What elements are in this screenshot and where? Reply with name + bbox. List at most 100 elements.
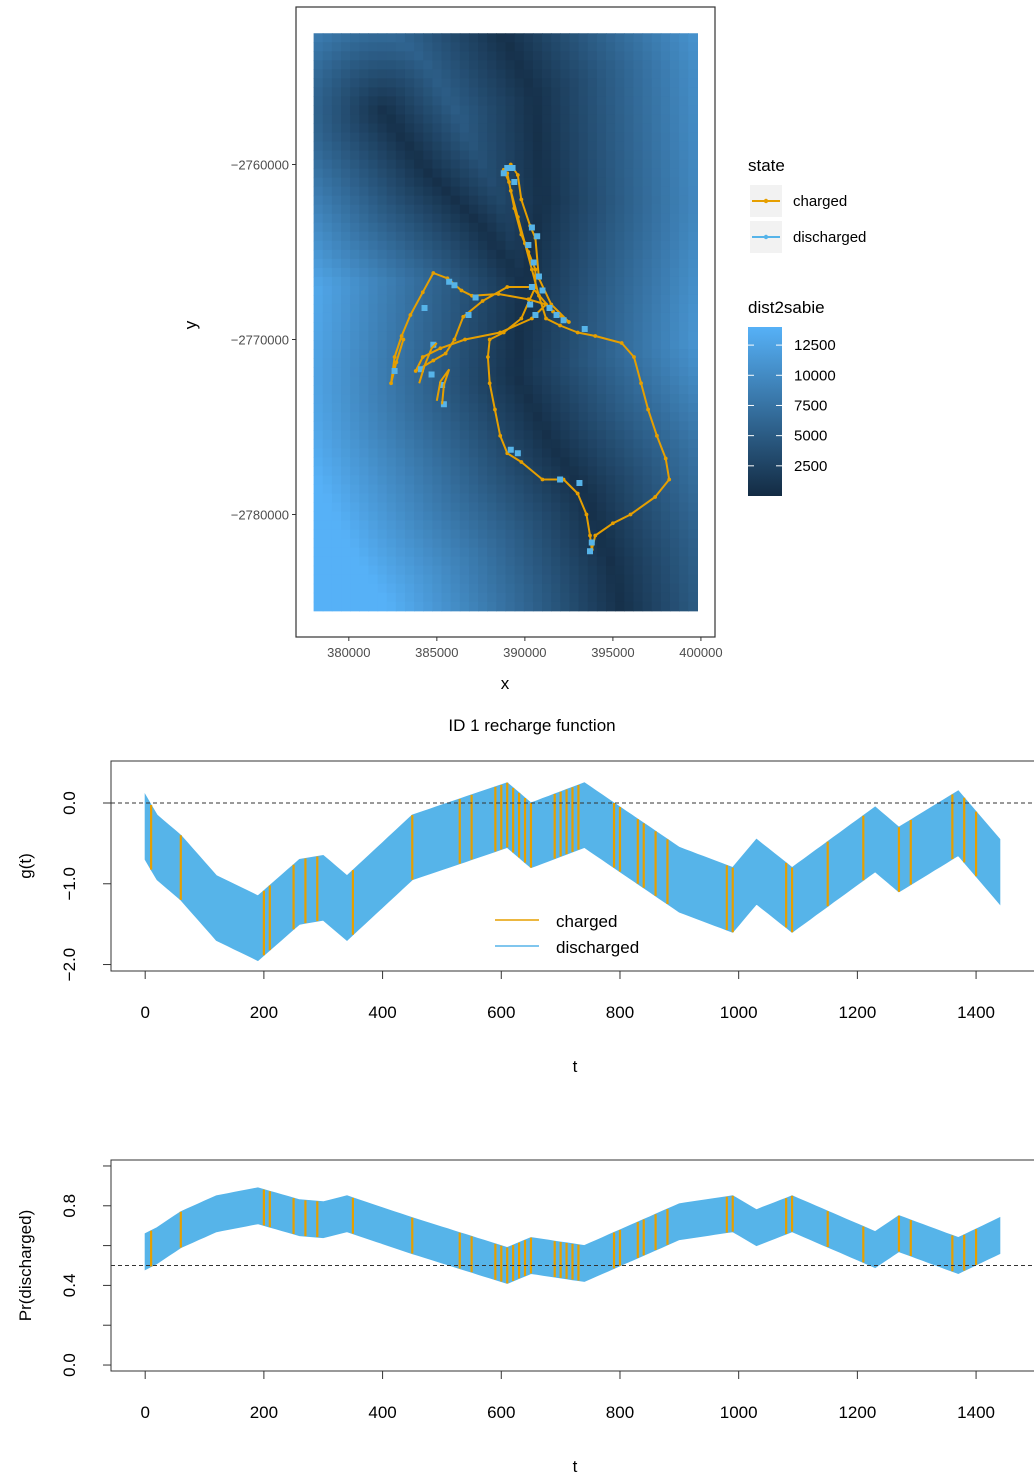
- raster-cell: [322, 340, 333, 350]
- raster-cell: [404, 213, 415, 224]
- raster-cell: [542, 601, 552, 612]
- raster-cell: [606, 322, 616, 332]
- raster-cell: [459, 285, 470, 296]
- raster-cell: [432, 249, 443, 260]
- raster-cell: [450, 493, 461, 504]
- raster-cell: [423, 123, 433, 134]
- raster-cell: [578, 385, 589, 395]
- raster-cell: [642, 132, 653, 143]
- raster-cell: [551, 583, 561, 594]
- raster-cell: [532, 457, 543, 467]
- raster-cell: [450, 204, 461, 215]
- raster-cell: [487, 123, 497, 134]
- raster-cell: [532, 574, 543, 585]
- raster-cell: [587, 448, 598, 458]
- track-point-charged: [487, 381, 492, 386]
- raster-cell: [341, 322, 351, 332]
- raster-cell: [468, 592, 479, 603]
- raster-cell: [569, 69, 580, 79]
- raster-cell: [606, 484, 616, 495]
- raster-cell: [660, 33, 671, 43]
- raster-cell: [468, 421, 479, 431]
- raster-cell: [560, 114, 571, 125]
- raster-cell: [606, 96, 616, 107]
- raster-cell: [496, 141, 507, 152]
- raster-cell: [386, 249, 397, 260]
- raster-cell: [386, 60, 397, 70]
- raster-cell: [496, 385, 507, 395]
- raster-cell: [404, 267, 415, 278]
- raster-cell: [505, 574, 516, 585]
- raster-cell: [368, 258, 379, 269]
- raster-cell: [505, 340, 516, 350]
- raster-cell: [679, 502, 689, 513]
- raster-cell: [606, 258, 616, 269]
- raster-cell: [551, 529, 561, 540]
- raster-cell: [578, 33, 589, 43]
- raster-cell: [478, 484, 488, 495]
- track-point-discharged: [465, 312, 472, 318]
- raster-cell: [350, 294, 360, 305]
- raster-cell: [322, 141, 333, 152]
- raster-cell: [624, 529, 635, 540]
- raster-cell: [359, 520, 370, 531]
- raster-cell: [615, 204, 625, 215]
- raster-cell: [450, 285, 461, 296]
- raster-cell: [313, 114, 324, 125]
- x-tick-label: 1400: [957, 1003, 995, 1022]
- raster-cell: [432, 303, 443, 314]
- raster-cell: [606, 141, 616, 152]
- raster-cell: [441, 556, 452, 567]
- y-tick-label: 0.0: [60, 791, 79, 815]
- raster-cell: [341, 376, 351, 386]
- raster-cell: [368, 159, 379, 170]
- raster-cell: [331, 502, 342, 513]
- raster-cell: [606, 547, 616, 558]
- raster-cell: [523, 267, 534, 278]
- raster-cell: [606, 430, 616, 440]
- raster-cell: [404, 448, 415, 458]
- raster-cell: [478, 538, 488, 549]
- raster-cell: [368, 322, 379, 332]
- raster-cell: [514, 322, 525, 332]
- raster-cell: [487, 403, 497, 413]
- raster-cell: [615, 538, 625, 549]
- raster-cell: [633, 186, 644, 197]
- track-point-charged: [515, 215, 520, 219]
- raster-cell: [313, 556, 324, 567]
- raster-cell: [450, 565, 461, 576]
- raster-cell: [478, 141, 488, 152]
- raster-cell: [624, 312, 635, 323]
- track-point-charged: [512, 206, 517, 211]
- raster-cell: [633, 592, 644, 603]
- raster-cell: [523, 376, 534, 386]
- raster-cell: [679, 358, 689, 368]
- raster-cell: [395, 186, 406, 197]
- raster-cell: [368, 412, 379, 422]
- raster-cell: [487, 358, 497, 368]
- raster-cell: [359, 448, 370, 458]
- raster-cell: [496, 601, 507, 612]
- raster-cell: [322, 159, 333, 170]
- raster-cell: [642, 502, 653, 513]
- raster-cell: [423, 385, 433, 395]
- raster-cell: [624, 466, 635, 476]
- raster-cell: [560, 601, 571, 612]
- raster-cell: [450, 439, 461, 449]
- raster-cell: [386, 403, 397, 413]
- raster-cell: [441, 547, 452, 558]
- raster-cell: [624, 96, 635, 107]
- track-point-charged: [498, 330, 503, 335]
- raster-cell: [368, 475, 379, 486]
- raster-cell: [487, 186, 497, 197]
- raster-cell: [368, 132, 379, 143]
- raster-cell: [523, 466, 534, 476]
- raster-cell: [377, 457, 388, 467]
- raster-cell: [377, 312, 388, 323]
- raster-cell: [606, 529, 616, 540]
- raster-cell: [679, 222, 689, 233]
- raster-cell: [669, 529, 680, 540]
- raster-cell: [331, 511, 342, 522]
- raster-cell: [331, 421, 342, 431]
- raster-cell: [478, 322, 488, 332]
